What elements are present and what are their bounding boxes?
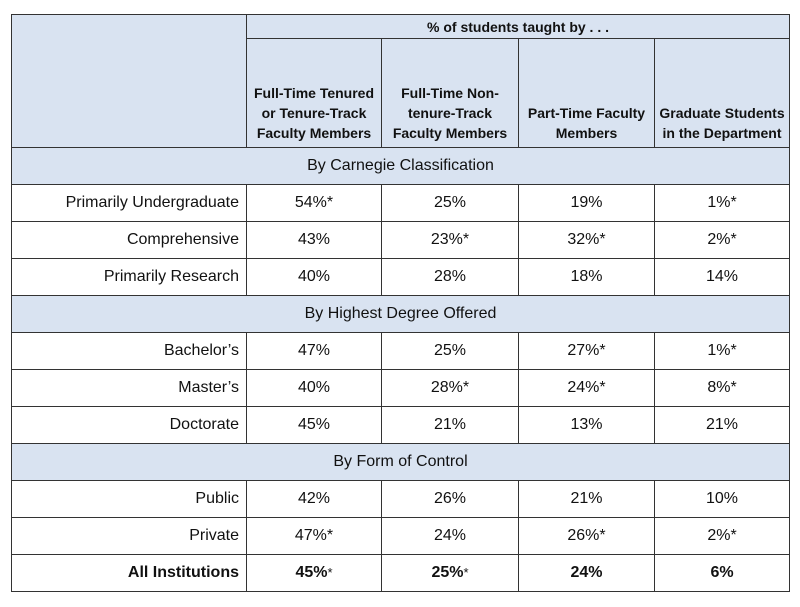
- total-row: All Institutions 45%* 25%* 24% 6%: [11, 554, 790, 592]
- cell-value: 2%*: [654, 221, 790, 259]
- table-row: Public 42% 26% 21% 10%: [11, 480, 790, 518]
- total-cell: 25%*: [381, 554, 519, 592]
- cell-value: 21%: [518, 480, 655, 518]
- cell-value: 18%: [518, 258, 655, 296]
- section-title: By Carnegie Classification: [11, 147, 790, 185]
- header-col-graduate: Graduate Students in the Department: [654, 38, 790, 148]
- cell-value: 21%: [381, 406, 519, 444]
- section-title: By Highest Degree Offered: [11, 295, 790, 333]
- cell-value: 25%: [381, 332, 519, 370]
- row-label: Master’s: [11, 369, 247, 407]
- row-label: Private: [11, 517, 247, 555]
- cell-value: 21%: [654, 406, 790, 444]
- cell-value: 47%: [246, 332, 382, 370]
- cell-value: 40%: [246, 258, 382, 296]
- cell-value: 23%*: [381, 221, 519, 259]
- cell-value: 24%: [381, 517, 519, 555]
- table-row: Comprehensive 43% 23%* 32%* 2%*: [11, 221, 790, 259]
- cell-value: 8%*: [654, 369, 790, 407]
- row-label: Doctorate: [11, 406, 247, 444]
- row-label: Primarily Research: [11, 258, 247, 296]
- cell-value: 1%*: [654, 332, 790, 370]
- table-row: Doctorate 45% 21% 13% 21%: [11, 406, 790, 444]
- section-title: By Form of Control: [11, 443, 790, 481]
- total-cell: 6%: [654, 554, 790, 592]
- header-col-part-time: Part-Time Faculty Members: [518, 38, 655, 148]
- table-row: Private 47%* 24% 26%* 2%*: [11, 517, 790, 555]
- total-label: All Institutions: [11, 554, 247, 592]
- total-asterisk: *: [463, 565, 469, 580]
- total-cell: 24%: [518, 554, 655, 592]
- table-row: Bachelor’s 47% 25% 27%* 1%*: [11, 332, 790, 370]
- cell-value: 40%: [246, 369, 382, 407]
- row-label: Primarily Undergraduate: [11, 184, 247, 222]
- total-asterisk: *: [327, 565, 333, 580]
- row-label: Comprehensive: [11, 221, 247, 259]
- total-value: 45%: [295, 564, 328, 581]
- cell-value: 42%: [246, 480, 382, 518]
- table-row: Primarily Undergraduate 54%* 25% 19% 1%*: [11, 184, 790, 222]
- cell-value: 28%: [381, 258, 519, 296]
- cell-value: 26%*: [518, 517, 655, 555]
- cell-value: 26%: [381, 480, 519, 518]
- total-value: 24%: [570, 564, 603, 581]
- header-col-non-tenure: Full-Time Non-tenure-Track Faculty Membe…: [381, 38, 519, 148]
- cell-value: 24%*: [518, 369, 655, 407]
- cell-value: 13%: [518, 406, 655, 444]
- header-super: % of students taught by . . .: [246, 14, 790, 39]
- header-col-tenured: Full-Time Tenured or Tenure-Track Facult…: [246, 38, 382, 148]
- cell-value: 2%*: [654, 517, 790, 555]
- table-row: Primarily Research 40% 28% 18% 14%: [11, 258, 790, 296]
- cell-value: 54%*: [246, 184, 382, 222]
- cell-value: 19%: [518, 184, 655, 222]
- cell-value: 28%*: [381, 369, 519, 407]
- row-label: Bachelor’s: [11, 332, 247, 370]
- cell-value: 43%: [246, 221, 382, 259]
- cell-value: 25%: [381, 184, 519, 222]
- cell-value: 32%*: [518, 221, 655, 259]
- row-label: Public: [11, 480, 247, 518]
- cell-value: 27%*: [518, 332, 655, 370]
- total-value: 25%: [431, 564, 464, 581]
- total-cell: 45%*: [246, 554, 382, 592]
- cell-value: 1%*: [654, 184, 790, 222]
- students-taught-table: % of students taught by . . . Full-Time …: [11, 14, 790, 592]
- table-row: Master’s 40% 28%* 24%* 8%*: [11, 369, 790, 407]
- cell-value: 14%: [654, 258, 790, 296]
- header-corner: [11, 14, 247, 148]
- total-value: 6%: [710, 564, 734, 581]
- cell-value: 45%: [246, 406, 382, 444]
- cell-value: 47%*: [246, 517, 382, 555]
- cell-value: 10%: [654, 480, 790, 518]
